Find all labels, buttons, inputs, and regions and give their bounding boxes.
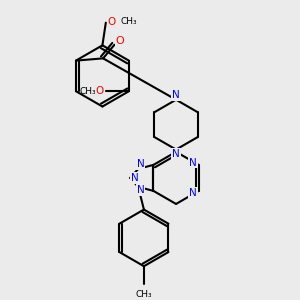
Text: O: O [107, 16, 116, 26]
Text: CH₃: CH₃ [80, 87, 96, 96]
Text: N: N [172, 149, 180, 159]
Text: N: N [172, 149, 180, 159]
Text: N: N [136, 159, 144, 170]
Text: N: N [189, 188, 197, 198]
Text: CH₃: CH₃ [136, 290, 152, 299]
Text: N: N [172, 90, 180, 100]
Text: N: N [136, 185, 144, 195]
Text: N: N [136, 185, 144, 195]
Text: N: N [131, 173, 139, 183]
Text: N: N [189, 158, 197, 168]
Text: O: O [116, 36, 124, 46]
Text: CH₃: CH₃ [121, 17, 137, 26]
Text: O: O [96, 86, 104, 96]
